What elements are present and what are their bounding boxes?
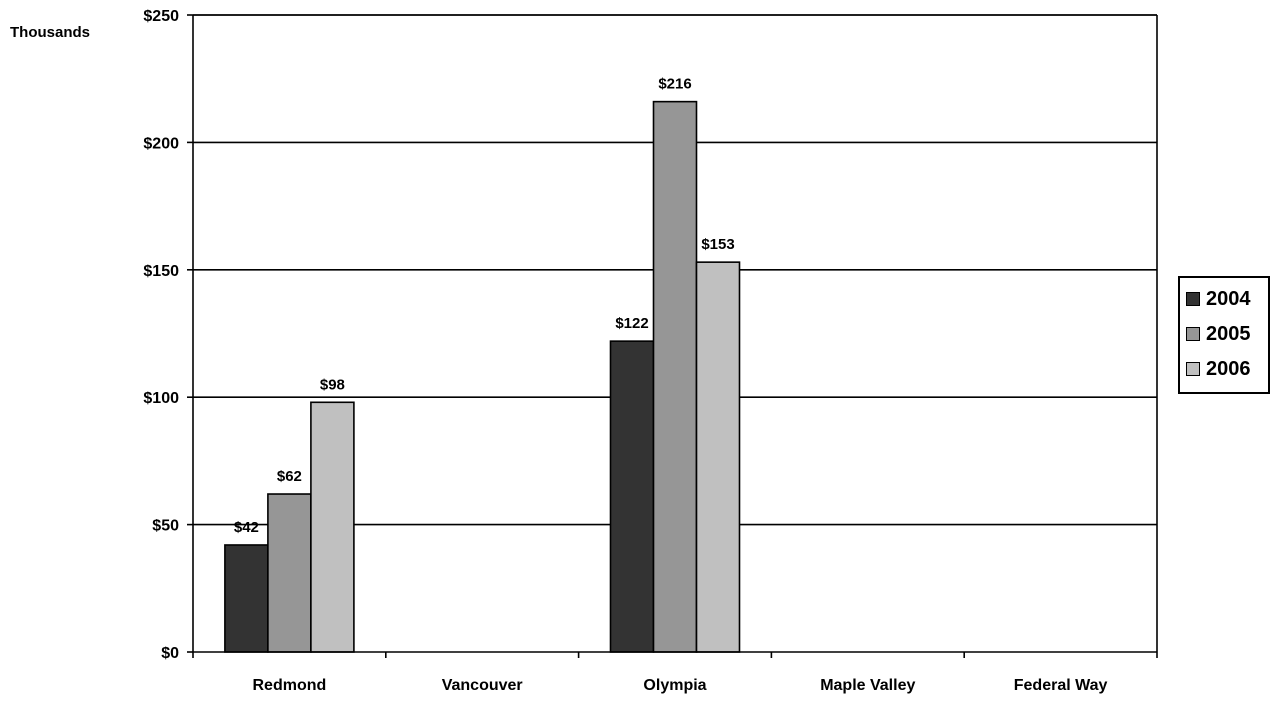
legend-label-2006: 2006 [1206, 357, 1251, 380]
legend-swatch-2006 [1186, 362, 1200, 376]
bar-2006-olympia [695, 261, 741, 653]
x-tick-label-federal-way: Federal Way [1014, 677, 1108, 694]
data-label-2006-redmond: $98 [320, 376, 345, 393]
legend-swatch-2005 [1186, 327, 1200, 341]
data-label-2005-redmond: $62 [277, 468, 302, 485]
y-tick-label-150: $150 [143, 263, 179, 280]
data-label-2004-redmond: $42 [234, 519, 259, 536]
legend-item-2004: 2004 [1186, 286, 1251, 312]
data-label-2005-olympia: $216 [658, 76, 691, 93]
y-tick-label-200: $200 [143, 135, 179, 152]
x-tick-label-olympia: Olympia [643, 677, 706, 694]
legend-label-2004: 2004 [1206, 287, 1251, 310]
legend: 2004 2005 2006 [1178, 276, 1270, 394]
data-label-2004-olympia: $122 [615, 315, 648, 332]
legend-item-2005: 2005 [1186, 321, 1251, 347]
x-tick-label-vancouver: Vancouver [442, 677, 523, 694]
data-label-2006-olympia: $153 [701, 236, 734, 253]
legend-swatch-2004 [1186, 292, 1200, 306]
bar-2004-olympia [609, 340, 655, 653]
bar-2004-redmond [224, 544, 269, 653]
legend-label-2005: 2005 [1206, 322, 1251, 345]
bar-2005-redmond [267, 493, 312, 653]
y-tick-label-0: $0 [161, 645, 179, 662]
bar-2006-redmond [310, 401, 355, 653]
x-tick-label-redmond: Redmond [253, 677, 327, 694]
legend-item-2006: 2006 [1186, 356, 1251, 382]
y-tick-label-50: $50 [152, 518, 179, 535]
bar-2005-olympia [652, 100, 698, 653]
y-tick-label-250: $250 [143, 8, 179, 25]
y-unit-label: Thousands [10, 24, 91, 41]
x-tick-label-maple-valley: Maple Valley [820, 677, 915, 694]
y-tick-label-100: $100 [143, 390, 179, 407]
